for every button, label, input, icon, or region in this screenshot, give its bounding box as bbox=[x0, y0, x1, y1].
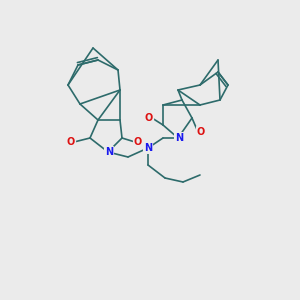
Text: O: O bbox=[67, 137, 75, 147]
Text: O: O bbox=[197, 127, 205, 137]
Text: N: N bbox=[144, 143, 152, 153]
Text: O: O bbox=[145, 113, 153, 123]
Text: N: N bbox=[105, 147, 113, 157]
Text: O: O bbox=[134, 137, 142, 147]
Text: N: N bbox=[175, 133, 183, 143]
